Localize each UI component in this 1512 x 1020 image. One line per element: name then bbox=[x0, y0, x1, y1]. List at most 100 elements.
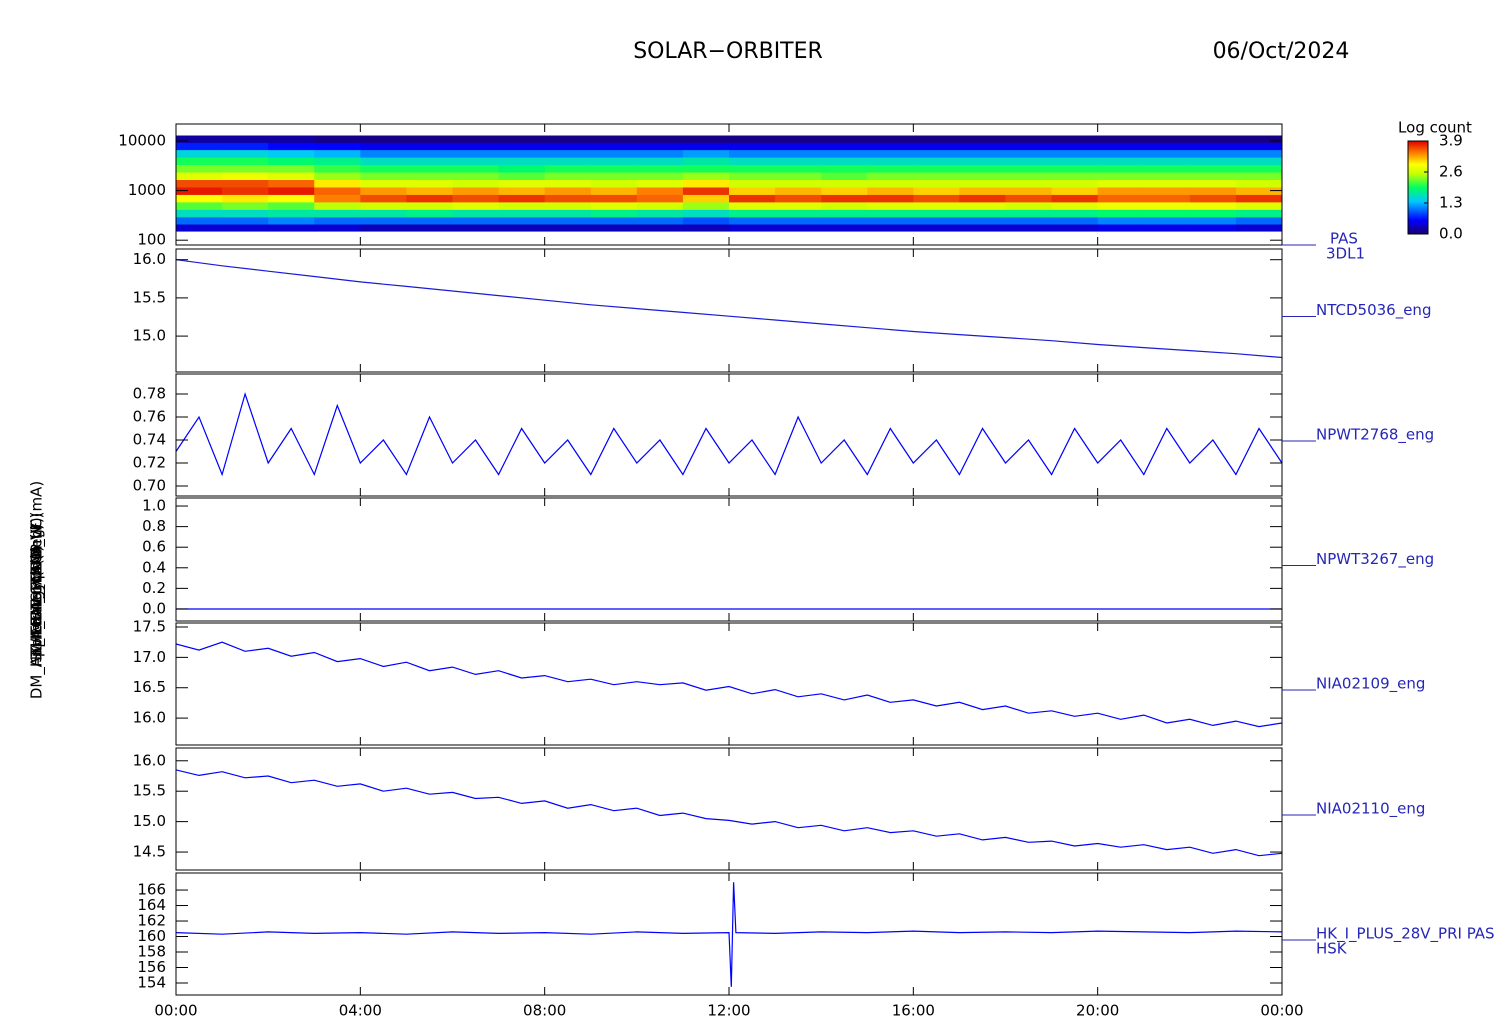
spectrogram-cell bbox=[452, 157, 500, 166]
spectrogram-cell bbox=[913, 179, 960, 188]
data-line bbox=[176, 391, 1282, 477]
spectrogram-cell bbox=[1051, 216, 1099, 225]
y-tick-label: 0.0 bbox=[142, 599, 166, 617]
y-tick-label: 0.6 bbox=[142, 538, 166, 556]
spectrogram-cell bbox=[314, 216, 361, 225]
spectrogram-cell bbox=[176, 135, 223, 143]
spectrogram-cell bbox=[406, 135, 453, 143]
x-tick-label: 12:00 bbox=[707, 1002, 750, 1020]
spectrogram-cell bbox=[729, 223, 776, 232]
spectrogram-cell bbox=[775, 201, 822, 210]
spectrogram-cell bbox=[544, 149, 592, 158]
spectrogram-cell bbox=[452, 186, 500, 195]
spectrogram-cell bbox=[959, 142, 1006, 151]
spectrogram-cell bbox=[867, 172, 914, 180]
spectrogram-cell bbox=[544, 209, 592, 218]
spectrogram-cell bbox=[1235, 164, 1282, 173]
spectrogram-cell bbox=[452, 149, 500, 158]
spectrogram-cell bbox=[636, 142, 684, 151]
spectrogram-cell bbox=[913, 209, 960, 218]
spectrogram-cell bbox=[544, 216, 592, 225]
y-axis-label: Energy (eV) bbox=[28, 546, 46, 634]
spectrogram-cell bbox=[360, 149, 407, 158]
y-tick-label: 0.8 bbox=[142, 517, 166, 535]
spectrogram-cell bbox=[913, 186, 960, 195]
spectrogram-cell bbox=[867, 179, 914, 188]
spectrogram-cell bbox=[498, 135, 546, 143]
y-tick-label: 15.0 bbox=[133, 327, 166, 345]
spectrogram-cell bbox=[1005, 194, 1053, 203]
spectrogram-cell bbox=[775, 142, 822, 151]
spectrogram-cell bbox=[452, 164, 500, 173]
colorbar bbox=[1407, 140, 1429, 235]
spectrogram-cell bbox=[406, 194, 453, 203]
spectrogram-cell bbox=[867, 135, 914, 143]
spectrogram-cell bbox=[452, 194, 500, 203]
spectrogram-cell bbox=[176, 209, 223, 218]
spectrogram-cell bbox=[959, 164, 1006, 173]
spectrogram-cell bbox=[544, 201, 592, 210]
spectrogram-cell bbox=[498, 179, 546, 188]
spectrogram-cell bbox=[1097, 186, 1145, 195]
spectrogram-cell bbox=[1097, 142, 1145, 151]
spectrogram-cell bbox=[360, 209, 407, 218]
spectrogram-cell bbox=[682, 179, 730, 188]
spectrogram-cell bbox=[222, 142, 269, 151]
spectrogram-cell bbox=[1051, 135, 1099, 143]
spectrogram-cell bbox=[498, 223, 546, 232]
x-tick-label: 20:00 bbox=[1076, 1002, 1119, 1020]
spectrogram-cell bbox=[1143, 157, 1191, 166]
spectrogram-cell bbox=[314, 142, 361, 151]
y-tick-label: 15.5 bbox=[133, 782, 166, 800]
spectrogram-cell bbox=[729, 179, 776, 188]
spectrogram-cell bbox=[1235, 194, 1282, 203]
colorbar-tick-label: 1.3 bbox=[1439, 194, 1463, 212]
spectrogram-cell bbox=[1097, 172, 1145, 180]
spectrogram-cell bbox=[1051, 186, 1099, 195]
spectrogram-cell bbox=[775, 135, 822, 143]
spectrogram-cell bbox=[268, 209, 315, 218]
spectrogram-cell bbox=[222, 209, 269, 218]
spectrogram-cell bbox=[222, 186, 269, 195]
spectrogram-cell bbox=[498, 201, 546, 210]
spectrogram-cell bbox=[406, 142, 453, 151]
y-tick-label: 100 bbox=[137, 231, 166, 249]
spectrogram-cell bbox=[360, 194, 407, 203]
spectrogram-cell bbox=[913, 172, 960, 180]
spectrogram-cell bbox=[498, 216, 546, 225]
spectrogram-cell bbox=[913, 149, 960, 158]
data-line bbox=[176, 882, 1282, 987]
x-tick-label: 08:00 bbox=[523, 1002, 566, 1020]
spectrogram-cell bbox=[913, 157, 960, 166]
plot-area bbox=[176, 135, 1282, 232]
spectrogram-cell bbox=[636, 186, 684, 195]
spectrogram-cell bbox=[498, 164, 546, 173]
spectrogram-cell bbox=[729, 186, 776, 195]
spectrogram-cell bbox=[1189, 194, 1237, 203]
spectrogram-cell bbox=[821, 157, 868, 166]
spectrogram-cell bbox=[775, 209, 822, 218]
spectrogram-cell bbox=[498, 157, 546, 166]
spectrogram-cell bbox=[775, 186, 822, 195]
spectrogram-cell bbox=[360, 223, 407, 232]
spectrogram-cell bbox=[775, 194, 822, 203]
spectrogram-cell bbox=[360, 179, 407, 188]
plot-area bbox=[176, 391, 1282, 477]
spectrogram-cell bbox=[268, 201, 315, 210]
panel-label: NIA02109_eng bbox=[1316, 675, 1425, 694]
data-line bbox=[176, 259, 1282, 359]
spectrogram-cell bbox=[636, 179, 684, 188]
spectrogram-cell bbox=[176, 142, 223, 151]
spectrogram-cell bbox=[1097, 179, 1145, 188]
spectrogram-cell bbox=[406, 186, 453, 195]
y-axis-label: SWA_EAS_TEMP (V) bbox=[28, 517, 47, 662]
data-line bbox=[176, 769, 1282, 857]
spectrogram-cell bbox=[729, 194, 776, 203]
spectrogram-cell bbox=[913, 142, 960, 151]
spectrogram-cell bbox=[268, 149, 315, 158]
spectrogram-cell bbox=[176, 164, 223, 173]
spectrogram-cell bbox=[1005, 179, 1053, 188]
spectrogram-cell bbox=[590, 186, 638, 195]
y-tick-label: 16.0 bbox=[133, 250, 166, 268]
spectrogram-cell bbox=[1235, 216, 1282, 225]
